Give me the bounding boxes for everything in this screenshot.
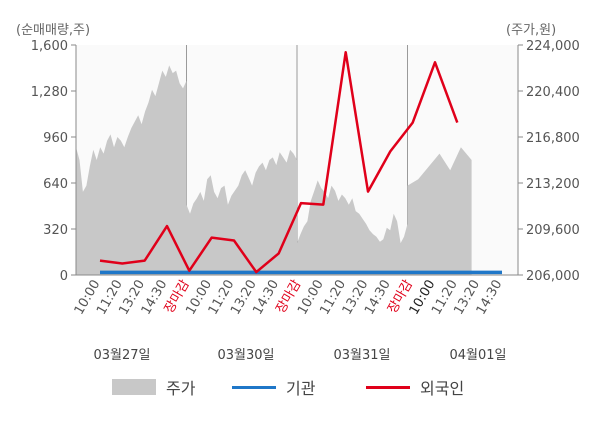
date-label: 03월30일 [217,348,274,363]
foreign-net-trade-line [99,50,459,274]
legend-label-institution: 기관 [286,379,316,398]
price-area-day-4 [407,147,472,275]
right-tick-label: 224,000 [526,39,580,54]
left-tick-label: 320 [43,223,68,238]
foreign-swatch [366,385,410,389]
left-tick-label: 640 [43,177,68,192]
left-axis-unit: (순매매량,주) [16,23,90,38]
right-tick-label: 206,000 [526,269,580,284]
price-area-series [76,65,472,276]
axes [71,44,523,276]
legend-label-price: 주가 [166,379,196,398]
legend-item-foreign: 외국인 [366,372,464,402]
date-label: 03월27일 [93,348,150,363]
right-axis-unit: (주가,원) [506,23,556,38]
left-tick-label: 1,280 [31,85,68,100]
left-tick-label: 960 [43,131,68,146]
right-tick-label: 209,600 [526,223,580,238]
right-tick-label: 220,400 [526,85,580,100]
legend: 주가 기관 외국인 [0,372,600,402]
right-tick-label: 216,800 [526,131,580,146]
price-area-day-1 [76,65,187,276]
price-swatch [112,379,156,395]
date-label: 04월01일 [449,348,506,363]
legend-item-institution: 기관 [232,372,315,402]
institution-swatch [232,385,276,389]
left-tick-label: 0 [60,269,68,284]
right-tick-label: 213,200 [526,177,580,192]
price-area-day-2 [186,149,297,275]
left-tick-label: 1,600 [31,39,68,54]
legend-item-price: 주가 [112,372,195,402]
net-trade-lines [99,50,502,275]
legend-label-foreign: 외국인 [420,379,465,398]
date-label: 03월31일 [333,348,390,363]
